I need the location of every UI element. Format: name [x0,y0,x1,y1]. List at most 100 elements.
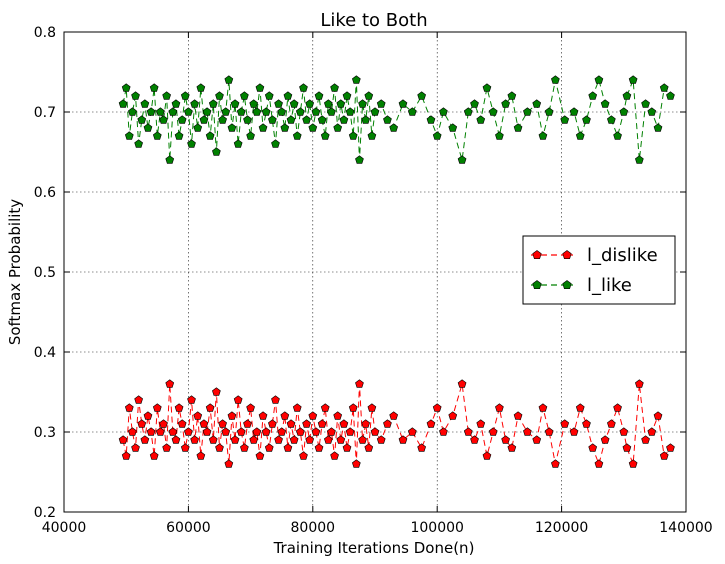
data-point-l-dislike [532,435,542,444]
data-point-l-dislike [212,387,221,396]
data-point-l-like [289,99,299,108]
data-point-l-like [588,91,598,100]
data-point-l-like [476,115,486,124]
data-point-l-like [314,91,324,100]
data-point-l-like [513,123,523,132]
data-point-l-dislike [348,403,358,412]
data-point-l-like [277,107,287,116]
data-point-l-dislike [261,427,271,436]
data-point-l-dislike [320,403,330,412]
data-point-l-dislike [666,443,675,452]
x-axis-label: Training Iterations Done(n) [273,539,475,557]
data-point-l-like [196,83,206,92]
data-point-l-like [538,131,548,140]
data-point-l-like [184,107,193,116]
data-point-l-dislike [162,443,171,452]
data-point-l-dislike [230,435,240,444]
x-tick-label: 80000 [291,520,336,536]
data-point-l-dislike [205,403,215,412]
data-point-l-dislike [314,443,324,452]
data-point-l-like [249,99,259,108]
data-point-l-dislike [501,435,510,444]
data-point-l-like [299,83,308,92]
data-point-l-dislike [146,427,156,436]
data-point-l-like [358,99,367,108]
data-point-l-dislike [280,411,290,420]
data-point-l-like [187,139,196,148]
data-point-l-like [131,91,140,100]
data-point-l-like [544,107,554,116]
data-point-l-like [351,75,361,84]
data-point-l-like [507,91,517,100]
data-point-l-like [137,115,147,124]
data-point-l-like [180,91,190,100]
data-point-l-dislike [622,443,632,452]
data-point-l-like [367,131,377,140]
data-point-l-like [582,115,591,124]
data-point-l-like [199,115,209,124]
data-point-l-like [246,131,255,140]
data-point-l-like [345,107,355,116]
data-point-l-dislike [482,451,492,460]
data-point-l-like [398,99,408,108]
data-point-l-dislike [376,435,386,444]
data-point-l-like [255,83,265,92]
data-point-l-like [271,139,280,148]
data-point-l-like [336,99,346,108]
x-tick-label: 140000 [659,520,712,536]
data-point-l-like [488,107,498,116]
data-point-l-dislike [551,459,560,468]
legend-marker-l-dislike [562,250,572,259]
data-point-l-dislike [333,411,343,420]
y-tick-label: 0.5 [34,265,56,281]
data-point-l-like [320,131,330,140]
data-point-l-like [283,91,293,100]
data-point-l-like [628,75,638,84]
data-point-l-dislike [202,427,212,436]
data-point-l-like [212,147,221,156]
data-point-l-dislike [364,443,374,452]
data-point-l-like [143,123,153,132]
y-axis-label: Softmax Probability [6,199,24,345]
data-point-l-like [600,99,610,108]
data-point-l-dislike [308,411,318,420]
data-point-l-like [361,115,371,124]
data-point-l-dislike [286,419,296,428]
y-tick-label: 0.7 [34,105,56,121]
data-point-l-like [302,115,311,124]
data-point-l-like [230,99,240,108]
legend-marker-l-dislike [532,250,542,259]
data-point-l-dislike [345,427,355,436]
data-point-l-dislike [128,427,137,436]
legend-entry-l-dislike: l_dislike [531,245,658,266]
data-point-l-like [236,107,246,116]
data-point-l-like [224,75,234,84]
data-point-l-like [205,131,215,140]
data-point-l-dislike [575,403,585,412]
data-point-l-like [417,91,426,100]
data-point-l-dislike [271,395,280,404]
y-tick-label: 0.6 [34,185,56,201]
x-tick-label: 60000 [166,520,211,536]
data-point-l-dislike [523,427,532,436]
data-point-l-dislike [407,427,417,436]
data-point-l-like [635,155,644,164]
data-point-l-like [261,107,271,116]
data-point-l-like [162,91,171,100]
data-point-l-like [463,107,473,116]
data-point-l-dislike [457,379,467,388]
data-point-l-like [432,131,442,140]
data-point-l-like [296,107,305,116]
data-point-l-dislike [292,403,302,412]
data-point-l-dislike [426,419,436,428]
data-point-l-dislike [538,403,548,412]
data-point-l-like [569,107,579,116]
data-point-l-dislike [283,443,293,452]
data-point-l-dislike [317,419,327,428]
data-point-l-dislike [327,427,336,436]
data-point-l-like [208,99,218,108]
data-point-l-like [560,115,570,124]
legend-label-l-like: l_like [587,275,632,296]
legend-entry-l-like: l_like [531,275,632,296]
